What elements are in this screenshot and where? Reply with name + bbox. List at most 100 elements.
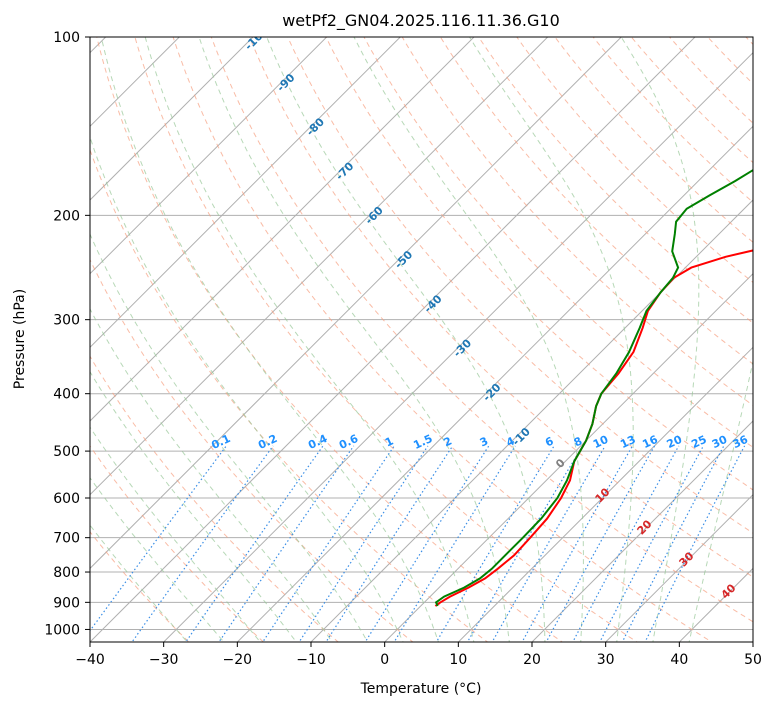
warm-isotherm-label: 0 (553, 456, 568, 471)
dry-adiabat (363, 37, 753, 448)
mixing-ratio-line (545, 445, 656, 642)
warm-isotherm-label: 30 (677, 549, 697, 569)
mixing-ratio-line (644, 445, 746, 642)
dry-adiabat (248, 37, 753, 578)
mixing-ratio-line (521, 445, 634, 642)
x-tick-label: 20 (523, 652, 541, 668)
mixing-ratio-line (621, 445, 725, 642)
moist-adiabat (90, 232, 369, 642)
mixing-ratio-line (466, 445, 584, 642)
y-tick-label: 900 (53, 595, 80, 611)
isotherm-label: -80 (304, 115, 327, 138)
moist-adiabat (620, 37, 700, 642)
moist-adiabat (90, 135, 404, 642)
mixing-ratio-label: 2 (442, 434, 454, 449)
isotherm--80 (90, 37, 402, 349)
y-tick-label: 300 (53, 313, 80, 329)
mixing-ratio-line (393, 445, 516, 642)
moist-adiabat (90, 308, 333, 642)
dry-adiabat (134, 37, 638, 642)
isotherm-50 (752, 641, 753, 642)
mixing-ratio-label: 6 (543, 434, 556, 449)
plot-frame (89, 36, 754, 643)
moist-adiabat (90, 476, 225, 642)
dry-adiabat (668, 37, 753, 124)
dry-adiabat (90, 148, 489, 642)
isotherm--60 (90, 37, 549, 496)
mixing-ratio-line (185, 445, 324, 642)
moist-adiabat (688, 358, 753, 642)
dry-adiabat (90, 355, 339, 642)
y-tick-label: 400 (53, 387, 80, 403)
mixing-ratio-line (364, 445, 490, 642)
mixing-ratio-label: 25 (689, 433, 708, 451)
x-tick-label: 40 (670, 652, 688, 668)
isotherm--30 (162, 51, 753, 642)
moist-adiabat (353, 37, 584, 642)
mixing-ratio-label: 10 (591, 433, 611, 451)
mixing-ratio-label: 20 (665, 433, 685, 451)
dry-adiabat (439, 37, 753, 365)
mixing-ratio-line (599, 445, 704, 642)
isotherm-label: -100 (242, 24, 271, 53)
mixing-ratio-line (90, 445, 227, 632)
dry-adiabat (287, 37, 753, 534)
x-tick-label: −40 (75, 652, 105, 668)
dry-adiabat (90, 445, 265, 642)
isotherm--20 (236, 125, 753, 642)
mixing-ratio-label: 30 (710, 433, 730, 451)
isotherm--50 (90, 37, 623, 570)
dry-adiabat (478, 37, 753, 324)
x-tick-label: 0 (380, 652, 389, 668)
mixing-ratio-line (572, 445, 680, 642)
dry-adiabat (90, 531, 190, 642)
warm-isotherm-label: 40 (719, 581, 739, 601)
mixing-ratio-label: 36 (731, 433, 751, 451)
mixing-ratio-line (262, 445, 395, 642)
isotherm-label: -70 (333, 159, 356, 182)
moist-adiabat (90, 426, 261, 642)
isotherm--70 (90, 37, 475, 422)
moist-adiabat (266, 37, 546, 642)
moist-adiabat (468, 37, 634, 642)
x-tick-label: −20 (223, 652, 253, 668)
dry-adiabat (745, 37, 753, 46)
moist-adiabat (100, 37, 440, 642)
isotherm-10 (457, 346, 753, 642)
moist-adiabat (198, 37, 510, 642)
y-tick-label: 800 (53, 565, 80, 581)
dry-adiabat (401, 37, 753, 406)
isotherm-30 (604, 493, 753, 642)
dry-adiabat (90, 258, 414, 642)
x-tick-label: −30 (149, 652, 179, 668)
dry-adiabat (630, 37, 753, 164)
y-tick-label: 600 (53, 491, 80, 507)
y-axis-label: Pressure (hPa) (12, 289, 28, 389)
isotherm--100 (90, 37, 254, 201)
isotherm--90 (90, 37, 328, 275)
x-axis-label: Temperature (°C) (360, 681, 482, 697)
isotherm-0 (383, 272, 753, 642)
dry-adiabat (210, 37, 753, 623)
dry-adiabat (516, 37, 753, 284)
mixing-ratio-label: 16 (640, 433, 660, 451)
y-tick-label: 100 (53, 30, 80, 46)
isotherm-label: -90 (274, 71, 297, 94)
isotherm-label: -50 (392, 248, 415, 271)
x-tick-label: 10 (449, 652, 467, 668)
dry-adiabat (96, 37, 564, 642)
dewpoint-profile (434, 168, 753, 607)
warm-isotherm-label: 10 (593, 485, 613, 505)
y-tick-label: 500 (53, 444, 80, 460)
isotherm--110 (90, 37, 181, 128)
temperature-profile (434, 249, 753, 607)
dry-adiabat (771, 24, 775, 654)
isotherm--40 (90, 37, 696, 642)
isotherm-20 (531, 420, 753, 642)
isotherm-label: -40 (421, 292, 444, 315)
y-tick-label: 700 (53, 531, 80, 547)
dry-adiabat (554, 37, 753, 243)
moist-adiabat (90, 370, 297, 642)
warm-isotherm-label: 20 (635, 517, 655, 537)
